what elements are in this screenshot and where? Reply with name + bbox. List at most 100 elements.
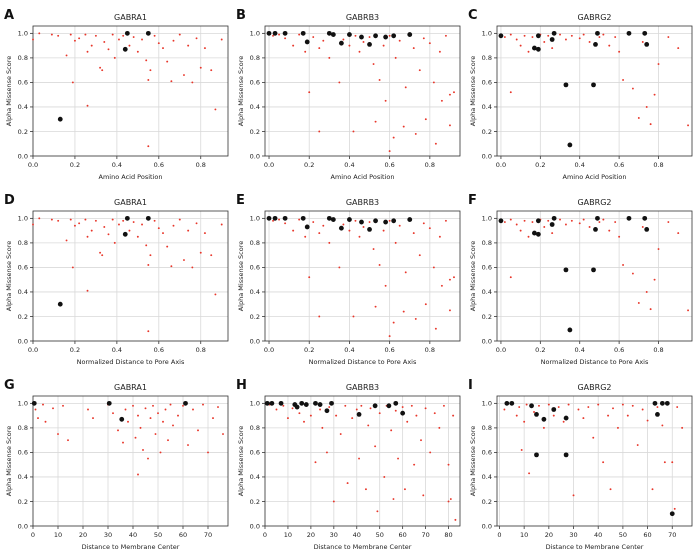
data-point xyxy=(434,142,437,145)
data-point xyxy=(424,118,427,121)
x-tick-label: 0.0 xyxy=(28,346,38,354)
y-tick-label: 0.4 xyxy=(250,103,260,111)
y-axis-label: Alpha Missense Score xyxy=(5,56,13,127)
panel-H: 0 10 20 30 40 50 60 70 80 0.0 0.2 0.4 0.6 0.8 1.0 GABRB… xyxy=(236,378,461,551)
data-point xyxy=(402,310,405,313)
data-point xyxy=(570,34,573,37)
data-point xyxy=(645,290,648,293)
data-point xyxy=(284,37,287,40)
data-point xyxy=(87,408,89,411)
data-point xyxy=(637,302,640,304)
highlight-point xyxy=(593,41,598,47)
data-point xyxy=(318,130,321,133)
data-point xyxy=(588,40,591,43)
data-point xyxy=(86,104,89,107)
highlight-point xyxy=(549,37,555,42)
data-point xyxy=(86,289,89,292)
plot-area xyxy=(33,26,228,156)
plot-area xyxy=(497,396,692,526)
data-point xyxy=(449,498,452,500)
data-point xyxy=(152,404,154,407)
highlight-point xyxy=(595,30,600,36)
x-tick-label: 0.4 xyxy=(112,161,122,169)
data-point xyxy=(147,79,150,81)
data-point xyxy=(673,507,676,510)
data-point xyxy=(170,80,173,83)
data-point xyxy=(547,403,550,406)
y-tick-label: 0.0 xyxy=(482,337,492,345)
x-axis-label: Normalized Distance to Pore Axis xyxy=(77,358,185,366)
data-point xyxy=(69,218,72,221)
data-point xyxy=(547,34,550,37)
x-tick-label: 30 xyxy=(330,531,338,539)
y-tick-label: 0.6 xyxy=(482,264,492,272)
highlight-point xyxy=(626,215,632,221)
data-point xyxy=(527,50,530,53)
data-point xyxy=(608,229,611,232)
data-point xyxy=(564,38,567,41)
data-point xyxy=(412,232,415,235)
highlight-point xyxy=(303,402,309,407)
data-point xyxy=(667,221,670,223)
data-point xyxy=(157,42,160,45)
data-point xyxy=(57,34,60,37)
y-tick-label: 1.0 xyxy=(18,30,28,38)
data-point xyxy=(543,225,546,228)
data-point xyxy=(103,40,106,43)
panel-letter: H xyxy=(236,378,247,393)
data-point xyxy=(162,232,164,235)
data-point xyxy=(598,36,601,38)
data-point xyxy=(515,414,518,417)
plot-area xyxy=(497,26,692,156)
highlight-point xyxy=(669,511,675,517)
data-point xyxy=(272,219,274,222)
y-tick-label: 0.8 xyxy=(250,54,260,62)
data-point xyxy=(73,39,76,42)
data-point xyxy=(73,224,76,227)
data-point xyxy=(298,218,301,221)
data-point xyxy=(657,63,660,65)
data-point xyxy=(418,254,421,257)
data-point xyxy=(440,99,443,102)
x-tick-label: 40 xyxy=(129,531,137,539)
data-point xyxy=(132,36,135,38)
panel-F: 0.0 0.2 0.4 0.6 0.8 0.0 0.2 0.4 0.6 0.8 1.0 GABRG2 F… xyxy=(468,193,693,366)
highlight-point xyxy=(329,400,334,406)
data-point xyxy=(509,91,512,94)
highlight-point xyxy=(504,400,510,406)
x-tick-label: 0.8 xyxy=(425,346,435,354)
data-point xyxy=(637,117,640,119)
data-point xyxy=(136,235,139,238)
data-point xyxy=(335,414,338,417)
plot-area xyxy=(33,211,228,341)
highlight-point xyxy=(326,215,332,221)
data-point xyxy=(677,47,680,50)
x-tick-label: 10 xyxy=(520,531,528,539)
data-point xyxy=(153,34,156,37)
highlight-point xyxy=(272,215,278,221)
data-point xyxy=(588,225,591,228)
highlight-point xyxy=(642,30,648,36)
data-point xyxy=(609,488,612,491)
data-point xyxy=(282,404,285,407)
y-axis-label: Alpha Missense Score xyxy=(5,241,13,312)
data-point xyxy=(144,407,147,410)
data-point xyxy=(622,264,625,266)
data-point xyxy=(37,417,39,420)
panel-title: GABRG2 xyxy=(577,198,611,207)
data-point xyxy=(621,403,624,406)
x-tick-label: 0.2 xyxy=(304,161,314,169)
y-tick-label: 0.2 xyxy=(18,498,28,506)
highlight-point xyxy=(373,33,378,39)
data-point xyxy=(147,330,150,333)
data-point xyxy=(166,60,169,63)
data-point xyxy=(84,33,87,36)
data-point xyxy=(398,39,401,42)
data-point xyxy=(538,404,540,407)
data-point xyxy=(434,327,437,330)
x-tick-label: 60 xyxy=(643,531,651,539)
y-tick-label: 0.8 xyxy=(482,54,492,62)
highlight-point xyxy=(338,225,344,231)
highlight-point xyxy=(122,46,128,52)
x-tick-label: 10 xyxy=(284,531,292,539)
